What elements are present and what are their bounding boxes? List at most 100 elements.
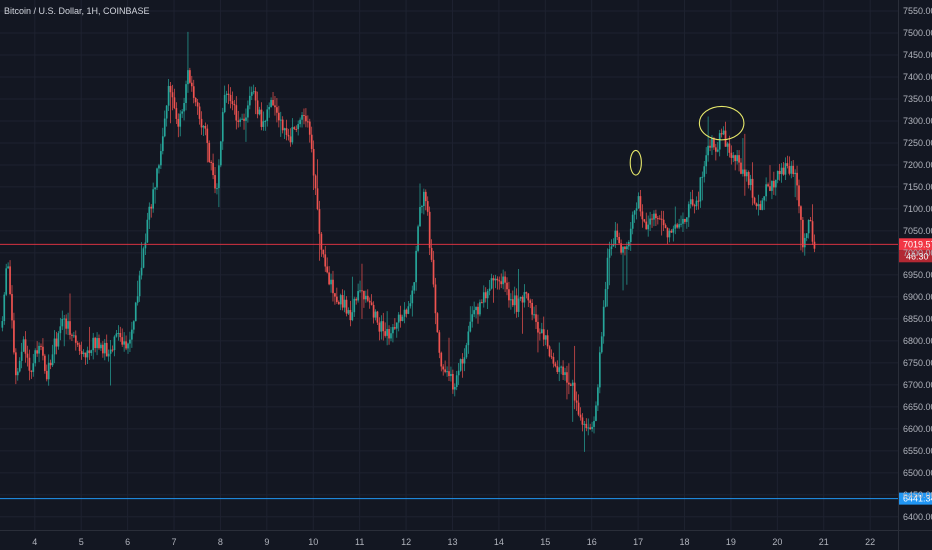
candle-body [123, 341, 125, 345]
candle-body [53, 338, 56, 355]
time-axis: 4 5 6 7 8 9 10 11 12 13 14 15 16 17 18 19 20 21 22 [0, 530, 932, 547]
candle-body [34, 350, 37, 364]
candle-body [569, 384, 572, 386]
candle-body [434, 284, 437, 314]
candle-body [370, 302, 373, 305]
candle-body [158, 165, 160, 169]
y-tick-label: 6900.00 [903, 292, 932, 302]
candle-body [376, 311, 379, 323]
candle-body [361, 290, 363, 292]
candle-body [757, 204, 760, 207]
y-tick-label: 6600.00 [903, 424, 932, 434]
y-tick-label: 7400.00 [903, 72, 932, 82]
candle-body [210, 161, 213, 163]
candle-body [469, 321, 472, 332]
x-tick-label: 16 [587, 537, 597, 547]
candle-body [196, 102, 199, 107]
candle-body [771, 180, 773, 191]
candle-body [115, 333, 118, 337]
y-tick-label: 7050.00 [903, 226, 932, 236]
candle-body [805, 233, 808, 238]
candle-body [235, 105, 238, 121]
candle-body [49, 362, 52, 366]
candle-body [169, 85, 172, 93]
candle-body [138, 275, 141, 297]
horizontal-line-tag [899, 492, 932, 505]
candle-body [18, 360, 21, 372]
candle-body [279, 119, 282, 121]
candle-body [403, 309, 406, 317]
candle-body [428, 211, 431, 248]
candle-body [167, 85, 170, 106]
candle-body [105, 342, 108, 357]
candle-body [202, 125, 205, 128]
candle-body [237, 120, 240, 122]
candle-body [711, 138, 713, 148]
candle-body [324, 254, 327, 267]
annotation-ellipse [698, 105, 745, 141]
candle-body [194, 97, 197, 103]
candle-body [635, 208, 638, 211]
candle-body [198, 106, 201, 119]
annotations [629, 105, 745, 176]
candle-body [318, 209, 321, 234]
candle-body [161, 136, 164, 152]
candle-body [24, 339, 27, 354]
candle-body [392, 327, 394, 334]
candle-body [306, 121, 309, 123]
candle-body [786, 163, 789, 167]
candle-body [726, 143, 729, 147]
candle-body [713, 138, 715, 148]
candle-body [3, 294, 6, 322]
candle-body [448, 371, 450, 377]
candle-body [382, 321, 385, 332]
x-tick-label: 19 [726, 537, 736, 547]
candle-body [740, 162, 742, 174]
y-tick-label: 7300.00 [903, 116, 932, 126]
candle-body [134, 302, 137, 322]
candle-body [121, 337, 124, 345]
candle-body [206, 128, 209, 143]
candle-body [341, 295, 344, 308]
candle-body [129, 339, 131, 344]
candle-body [649, 218, 651, 225]
candle-body [322, 249, 325, 255]
candle-body [674, 224, 677, 229]
candle-body [113, 336, 116, 351]
candle-body [179, 113, 182, 127]
candle-body [680, 223, 682, 225]
candle-body [173, 97, 176, 109]
candle-body [316, 188, 319, 210]
candle-body [283, 128, 286, 131]
candle-body [365, 295, 367, 300]
candle-body [127, 343, 129, 349]
y-tick-label: 6750.00 [903, 358, 932, 368]
candle-body [511, 299, 514, 306]
candle-body [84, 352, 87, 358]
candle-body [394, 327, 396, 329]
y-tick-label: 7150.00 [903, 182, 932, 192]
candle-body [216, 188, 218, 190]
candle-body [732, 155, 735, 158]
candle-body [776, 170, 779, 180]
candle-body [57, 333, 60, 347]
candle-body [716, 149, 719, 152]
candle-body [788, 166, 791, 174]
candle-body [523, 292, 526, 303]
candle-body [200, 118, 203, 128]
candle-body [310, 134, 313, 149]
candle-body [254, 91, 257, 101]
candle-body [177, 118, 180, 127]
candle-body [88, 350, 91, 354]
candle-body [564, 372, 566, 375]
candle-body [589, 427, 592, 430]
candle-body [479, 302, 481, 315]
candle-body [744, 169, 746, 177]
candle-body [508, 289, 510, 301]
y-tick-label: 7450.00 [903, 50, 932, 60]
candle-body [459, 359, 462, 371]
candle-body [730, 152, 733, 158]
candle-body [626, 246, 628, 250]
candle-body [689, 199, 692, 205]
